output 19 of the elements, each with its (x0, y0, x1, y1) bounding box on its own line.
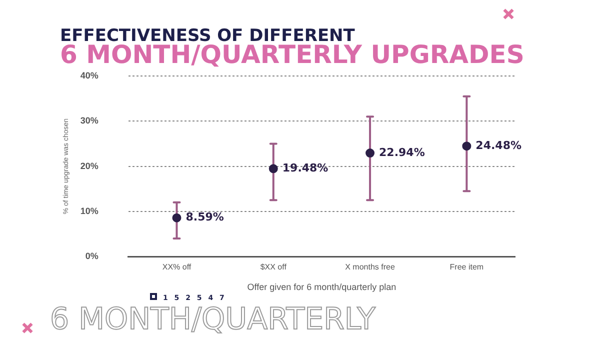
x-tick-label: $XX off (260, 262, 288, 272)
data-label: 8.59% (186, 210, 224, 224)
data-label: 22.94% (379, 146, 425, 159)
point (462, 142, 472, 151)
text: 6 MONTH/QUARTERLY (50, 302, 376, 337)
data-label: 24.48% (476, 138, 522, 152)
x-axis-title: Offer given for 6 month/quarterly plan (247, 282, 396, 292)
x-tick-label: X months free (345, 262, 396, 272)
y-tick-label: 0% (85, 251, 98, 262)
x-tick-label: Free item (450, 262, 484, 272)
data-label: 19.48% (282, 162, 328, 175)
y-tick-label: 10% (80, 206, 98, 216)
point (268, 164, 278, 174)
x-tick-label: XX% off (162, 262, 192, 272)
point (172, 213, 182, 222)
point (366, 148, 375, 158)
y-tick-label: 30% (80, 116, 98, 126)
y-tick-label: 40% (80, 70, 98, 80)
y-tick-label: 20% (80, 160, 98, 171)
